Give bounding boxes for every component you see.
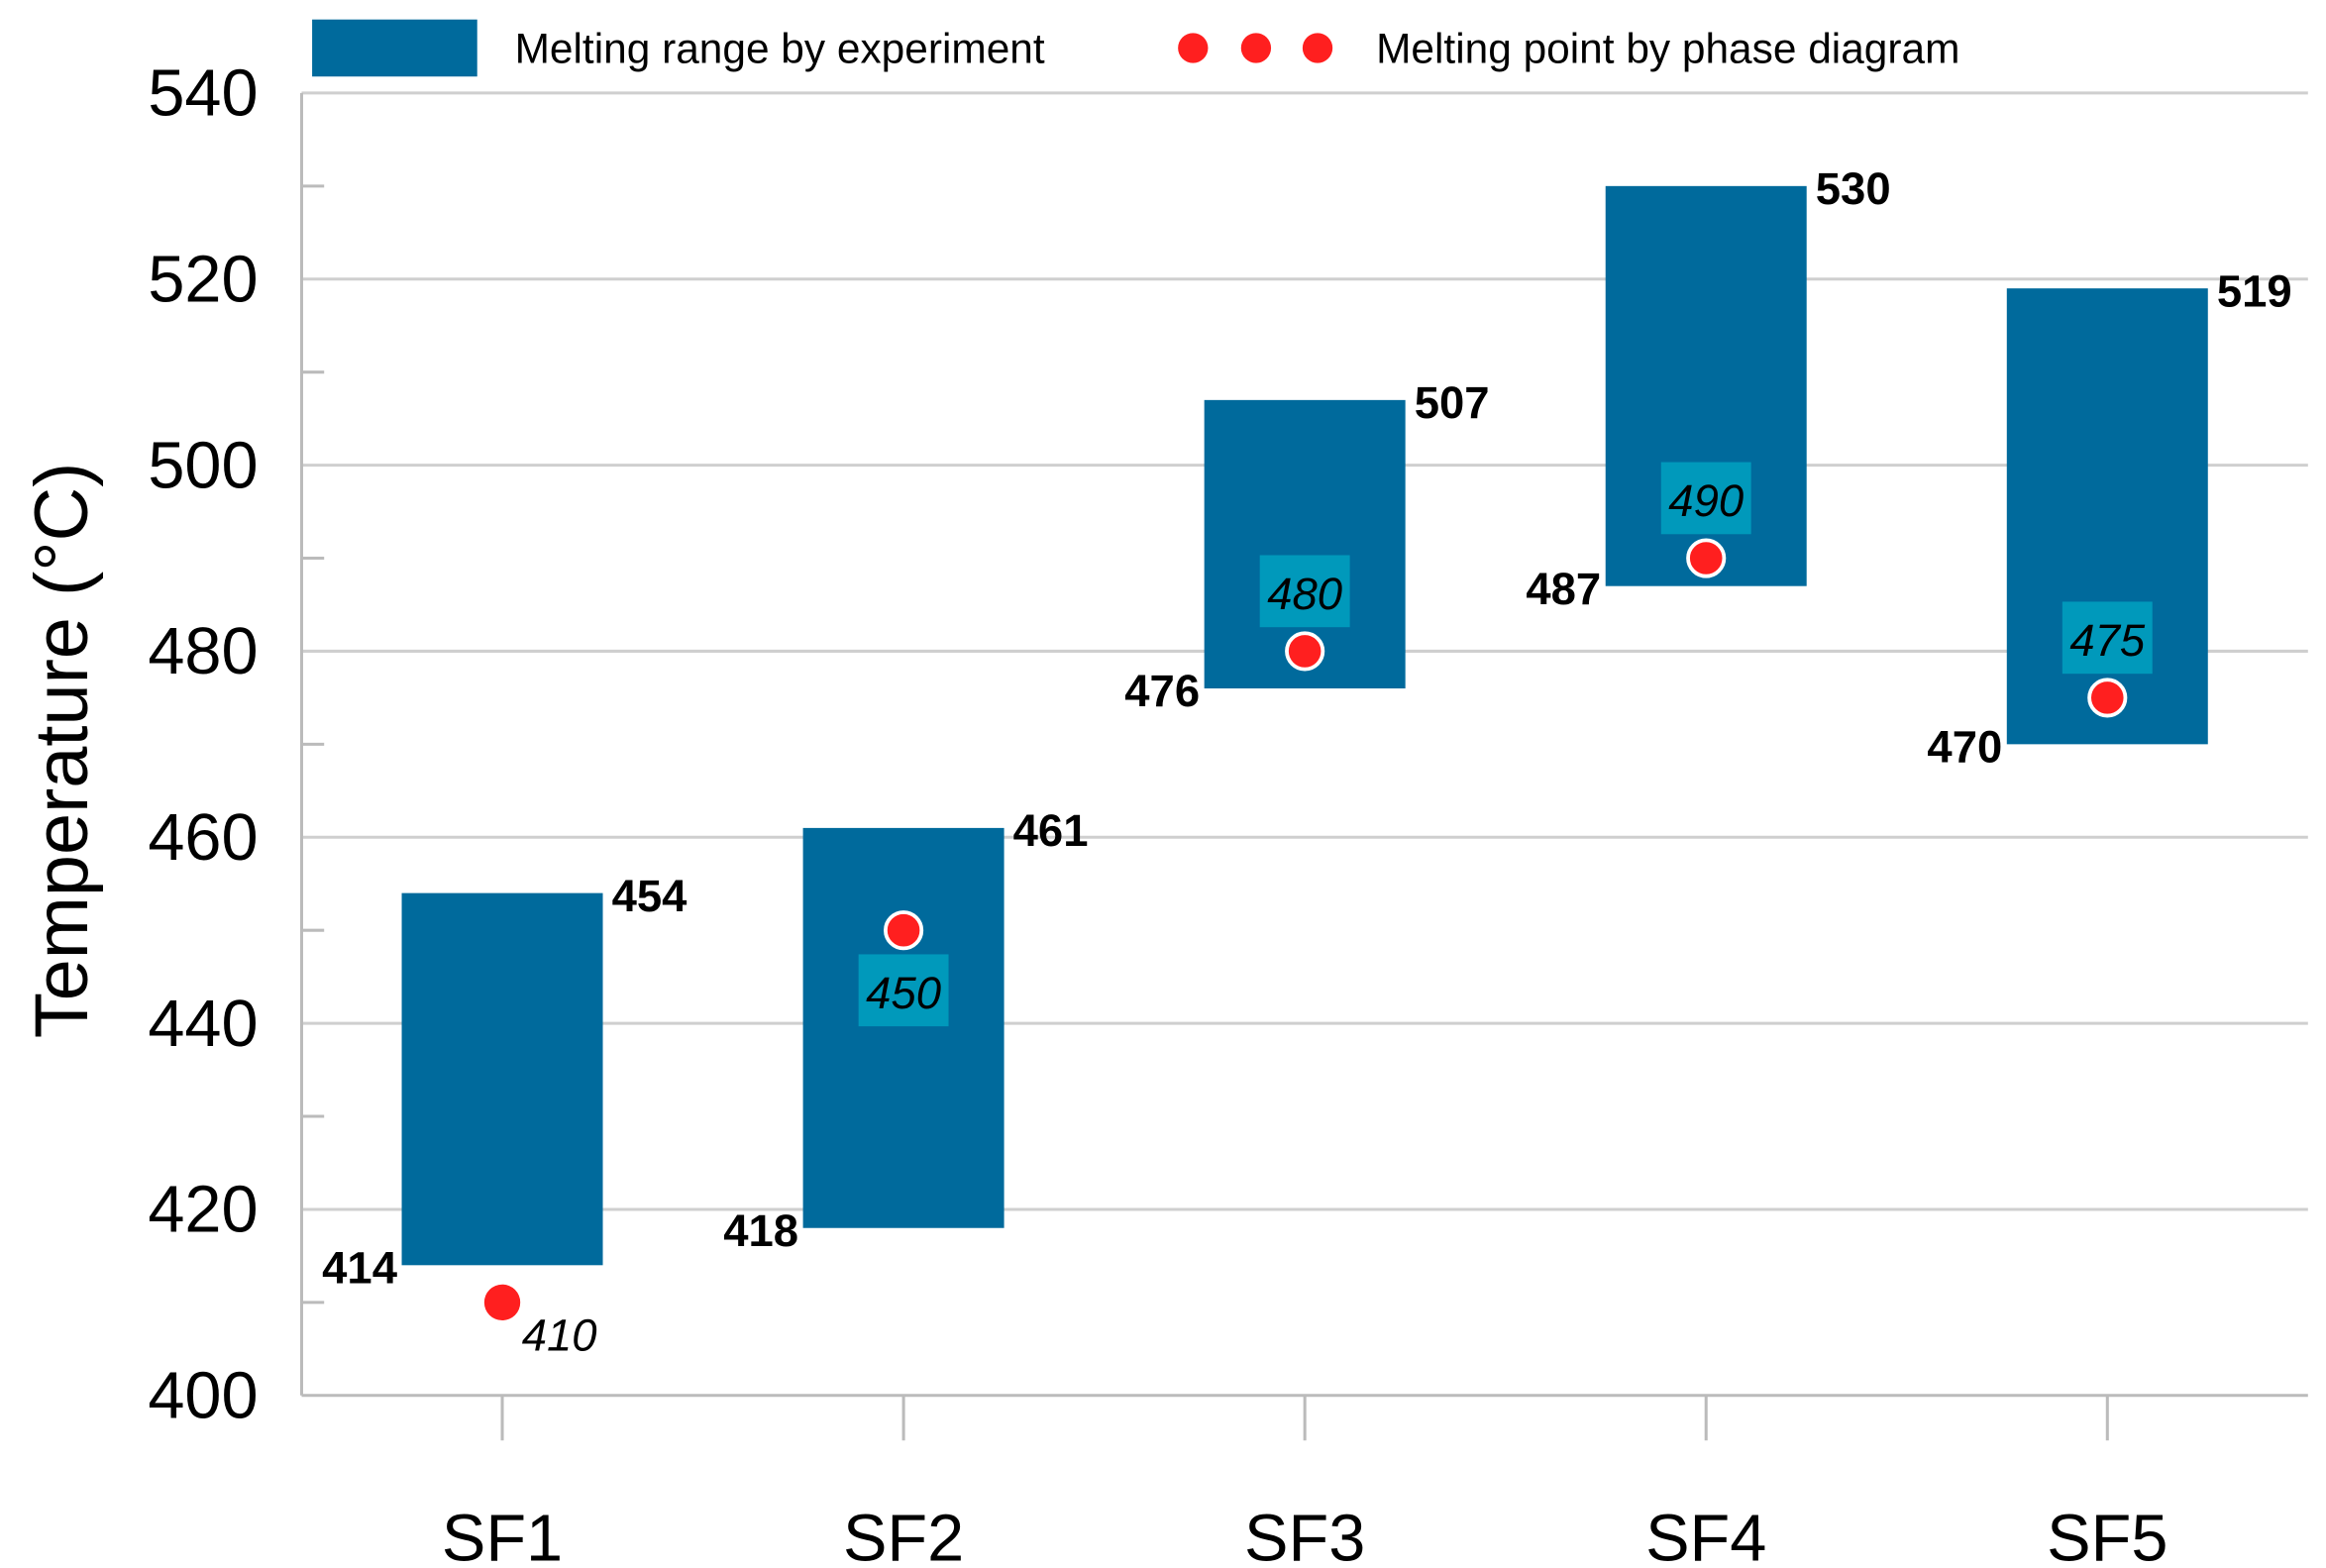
point-label-box <box>2062 601 2153 675</box>
min-label: 476 <box>1124 666 1200 716</box>
range-bar <box>401 892 603 1266</box>
melting-point-dot <box>1686 538 1727 578</box>
y-axis-title: Temperature (°C) <box>20 463 104 1039</box>
range-bar <box>2006 288 2208 745</box>
y-tick-label: 540 <box>148 57 258 131</box>
max-label: 530 <box>1816 163 1891 214</box>
max-label: 461 <box>1013 805 1089 856</box>
legend-label-range: Melting range by experiment <box>515 26 1045 72</box>
x-tick-label: SF5 <box>2047 1502 2167 1568</box>
legend-dot <box>1302 33 1333 63</box>
y-tick-label: 440 <box>148 988 258 1061</box>
point-label: 475 <box>2069 615 2146 666</box>
melting-point-dot <box>884 910 924 951</box>
legend-swatch-range <box>312 19 477 77</box>
point-label: 480 <box>1267 569 1342 619</box>
legend-dot <box>1178 33 1209 63</box>
y-tick-label: 400 <box>148 1360 258 1433</box>
point-label-box <box>1259 555 1350 628</box>
point-label: 450 <box>866 968 941 1018</box>
point-label-box <box>1660 462 1751 535</box>
min-label: 470 <box>1927 722 2002 773</box>
y-tick-label: 500 <box>148 429 258 502</box>
max-label: 507 <box>1415 377 1490 428</box>
max-label: 454 <box>612 871 688 921</box>
y-tick-label: 480 <box>148 615 258 688</box>
legend-dot <box>1240 33 1272 63</box>
y-tick-label: 520 <box>148 243 258 316</box>
y-tick-label: 460 <box>148 801 258 875</box>
range-bar <box>802 827 1004 1228</box>
point-label-box <box>858 954 949 1027</box>
x-tick-label: SF2 <box>843 1502 964 1568</box>
legend: Melting range by experiment Melting poin… <box>312 19 1959 77</box>
melting-point-dot <box>1285 631 1325 672</box>
point-label: 490 <box>1668 475 1744 526</box>
max-label: 519 <box>2217 265 2292 316</box>
y-tick-label: 420 <box>148 1174 258 1247</box>
min-label: 487 <box>1526 564 1601 614</box>
point-label: 410 <box>522 1309 597 1360</box>
chart-marks: 454 414 410 461 418 450 507 476 480 530 487 490 519 4… <box>322 163 2292 1360</box>
melting-point-dot <box>2087 678 2128 718</box>
melting-point-dot <box>483 1284 521 1321</box>
axes: 400 420 440 460 480 500 520 540 SF1 SF2 SF3 SF4 SF5 <box>148 57 2308 1568</box>
min-label: 414 <box>322 1242 398 1293</box>
min-label: 418 <box>723 1205 798 1256</box>
x-tick-label: SF3 <box>1244 1502 1365 1568</box>
x-tick-label: SF4 <box>1645 1502 1766 1568</box>
legend-label-point: Melting point by phase diagram <box>1376 26 1959 72</box>
x-tick-label: SF1 <box>442 1502 563 1568</box>
